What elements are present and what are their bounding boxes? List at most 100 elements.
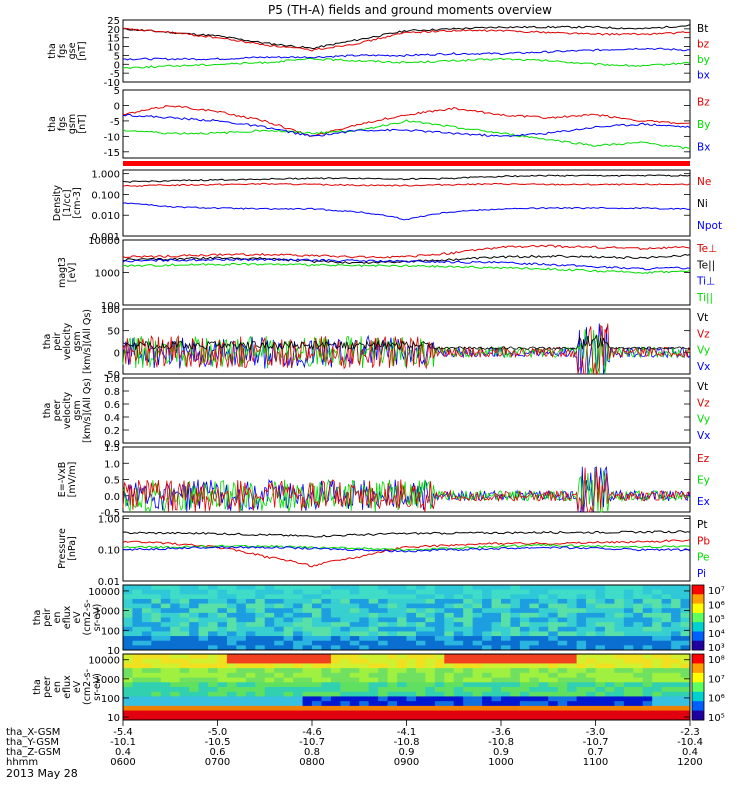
spectrogram-cell — [567, 701, 578, 707]
spectrogram-cell — [245, 668, 256, 674]
spectrogram-cell — [151, 589, 162, 595]
spectrogram-cell — [236, 636, 247, 642]
spectrogram-cell — [604, 687, 615, 693]
spectrogram-cell — [283, 658, 294, 664]
spectrogram-cell — [680, 677, 691, 683]
spectrogram-cell — [151, 682, 162, 688]
spectrogram-cell — [567, 645, 578, 651]
spectrogram-cell — [179, 654, 190, 660]
spectrogram-cell — [425, 691, 436, 697]
spectrogram-cell — [378, 710, 389, 716]
spectrogram-cell — [321, 677, 332, 683]
spectrogram-cell — [189, 636, 200, 642]
legend-entry: Vx — [697, 430, 710, 442]
spectrogram-cell — [671, 715, 682, 721]
spectrogram-cell — [652, 589, 663, 595]
spectrogram-cell — [141, 626, 152, 632]
spectrogram-cell — [349, 687, 360, 693]
spectrogram-cell — [132, 594, 143, 600]
spectrogram-cell — [132, 645, 143, 651]
spectrogram-cell — [397, 658, 407, 664]
spectrogram-cell — [472, 622, 483, 628]
spectrogram-cell — [642, 658, 653, 664]
spectrogram-cell — [548, 585, 559, 591]
y-axis-label-line: tha — [47, 43, 58, 59]
spectrogram-cell — [595, 612, 606, 618]
spectrogram-cell — [510, 701, 521, 707]
spectrogram-cell — [387, 622, 398, 628]
spectrogram-cell — [302, 585, 313, 591]
spectrogram-cell — [274, 626, 285, 632]
spectrogram-cell — [680, 603, 691, 609]
y-axis-label-line: [nPa] — [67, 536, 78, 561]
spectrogram-cell — [586, 691, 596, 697]
spectrogram-cell — [586, 645, 596, 651]
spectrogram-cell — [160, 612, 171, 618]
y-tick-label: 50 — [107, 327, 120, 338]
legend-entry: Vz — [697, 328, 710, 340]
spectrogram-cell — [604, 640, 615, 646]
y-tick-label: 0.001 — [91, 232, 120, 243]
spectrogram-cell — [576, 654, 587, 660]
spectrogram-cell — [274, 663, 285, 669]
spectrogram-cell — [359, 658, 370, 664]
spectrogram-cell — [208, 585, 218, 591]
legend-entry: Ez — [697, 453, 710, 465]
spectrogram-cell — [293, 658, 304, 664]
spectrogram-cell — [123, 626, 133, 632]
spectrogram-cell — [141, 598, 152, 605]
spectrogram-cell — [482, 622, 493, 628]
spectrogram-cell — [274, 715, 285, 721]
spectrogram-cell — [529, 589, 540, 595]
spectrogram-cell — [397, 687, 407, 693]
spectrogram-cell — [302, 682, 313, 688]
spectrogram-cell — [482, 608, 493, 614]
spectrogram-cell — [141, 654, 152, 660]
y-axis-label: thapeirenefluxeV(cm2-s-sr-eV) — [32, 599, 103, 635]
legend-entry: Pb — [697, 535, 710, 547]
y-tick-label: 1.0 — [104, 459, 120, 470]
spectrogram-cell — [264, 691, 275, 697]
spectrogram-cell — [198, 682, 209, 688]
spectrogram-cell — [623, 682, 634, 688]
spectrogram-cell — [198, 654, 209, 660]
spectrogram-cell — [255, 677, 266, 683]
spectrogram-cell — [283, 612, 294, 618]
spectrogram-cell — [557, 631, 568, 637]
spectrogram-cell — [151, 640, 162, 646]
spectrogram-cell — [359, 626, 370, 632]
spectrogram-cell — [264, 715, 275, 721]
y-axis-label-line: E=-VxB — [57, 462, 68, 497]
spectrogram-cell — [642, 677, 653, 683]
spectrogram-cell — [415, 682, 426, 688]
spectrogram-cell — [425, 701, 436, 707]
y-tick-label: -15 — [104, 148, 120, 159]
spectrogram-cell — [312, 691, 322, 697]
spectrogram-cell — [538, 682, 549, 688]
spectrogram-cell — [548, 701, 559, 707]
spectrogram-cell — [283, 701, 294, 707]
x-axis-row-label: tha_Y-GSM — [6, 737, 59, 748]
spectrogram-cell — [604, 594, 615, 600]
spectrogram-cell — [349, 603, 360, 609]
spectrogram-cell — [293, 589, 304, 595]
spectrogram-cell — [368, 626, 379, 632]
spectrogram-cell — [501, 654, 511, 660]
colorbar-segment — [692, 682, 704, 693]
spectrogram-cell — [671, 626, 682, 632]
spectrogram-cell — [444, 617, 455, 623]
spectrogram-cell — [567, 705, 578, 712]
spectrogram-cell — [633, 594, 644, 600]
spectrogram-cell — [151, 710, 162, 716]
spectrogram-cell — [623, 645, 634, 651]
spectrogram-cell — [567, 687, 578, 693]
spectrogram-cell — [633, 677, 644, 683]
spectrogram-cell — [208, 682, 218, 688]
spectrogram-cell — [519, 668, 530, 674]
spectrogram-cell — [340, 622, 351, 628]
spectrogram-cell — [415, 622, 426, 628]
spectrogram-cell — [623, 687, 634, 693]
spectrogram-cell — [548, 687, 559, 693]
spectrogram-cell — [661, 622, 672, 628]
